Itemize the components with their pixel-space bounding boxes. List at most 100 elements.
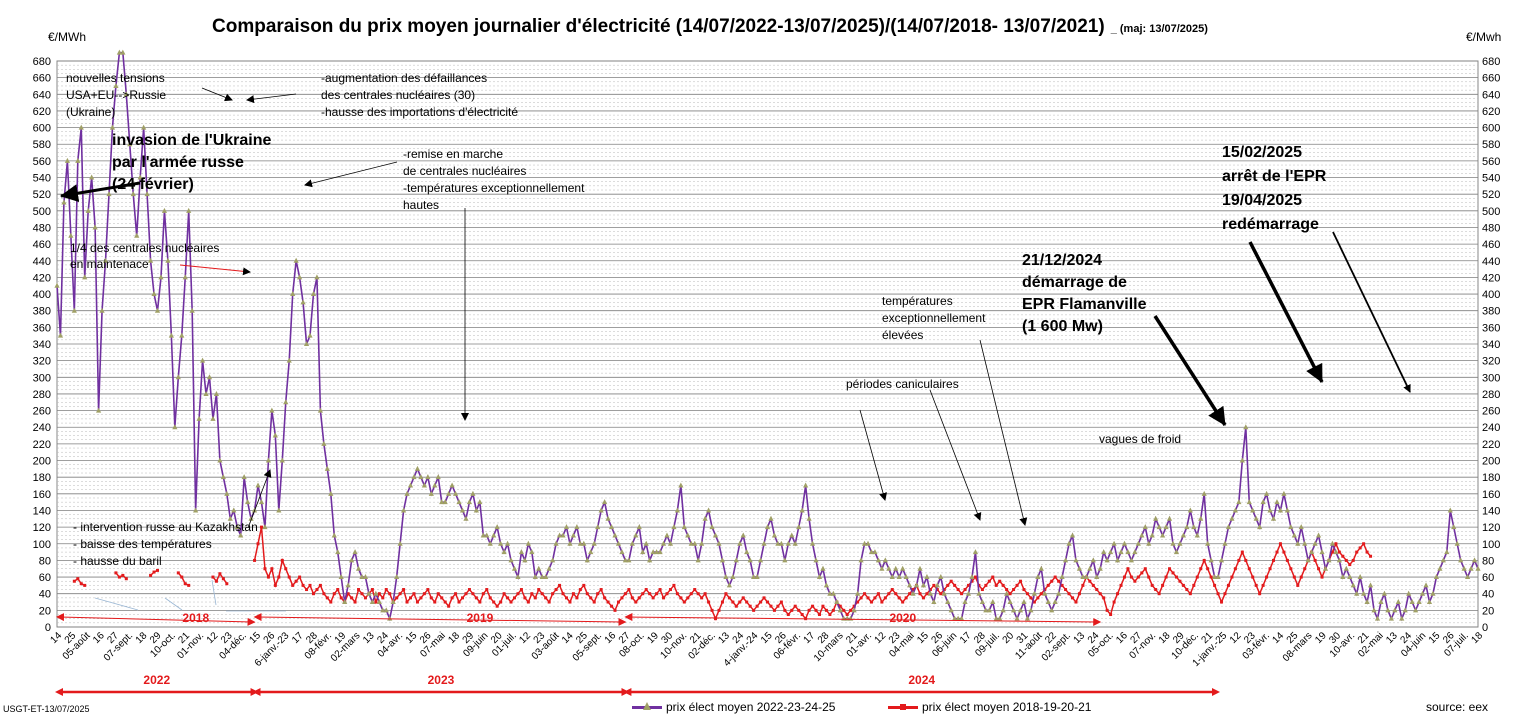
series-old-point: [422, 592, 426, 596]
series-new-point: [550, 557, 556, 563]
series-new-point: [1284, 507, 1290, 513]
y-tick-label-right: 120: [1482, 522, 1500, 534]
series-new-point: [276, 507, 282, 513]
series-old-point: [651, 596, 655, 600]
series-old-point: [149, 573, 153, 577]
series-old-point: [519, 588, 523, 592]
series-old-point: [72, 579, 76, 583]
series-new-point: [924, 574, 930, 580]
series-old-point: [1091, 583, 1095, 587]
series-new-point: [511, 565, 518, 571]
y-tick-label-right: 80: [1482, 555, 1494, 567]
annotation-line: -températures exceptionnellement: [403, 181, 585, 195]
y-tick-label-left: 340: [33, 339, 51, 351]
series-new-point: [685, 532, 691, 538]
series-new-point: [390, 599, 396, 605]
series-new-point: [286, 357, 292, 363]
series-old-point: [551, 592, 555, 596]
series-old-point: [1195, 575, 1199, 579]
series-old-point: [1365, 550, 1369, 554]
series-new-point: [75, 157, 81, 163]
series-old-point: [336, 588, 340, 592]
series-new-point: [439, 499, 445, 505]
arrow-maintenance: [179, 264, 251, 276]
series-old-point: [183, 582, 187, 586]
series-old-point: [603, 596, 607, 600]
y-tick-label-right: 340: [1482, 339, 1500, 351]
series-new-point: [1367, 582, 1374, 588]
y-tick-label-right: 180: [1482, 472, 1500, 484]
series-new-point: [657, 549, 663, 555]
y-axis-unit-right: €/Mwh: [1466, 30, 1502, 44]
series-old-point: [1358, 546, 1362, 550]
series-old-point: [745, 600, 749, 604]
series-new-point: [1343, 565, 1349, 571]
series-new-point: [1087, 565, 1093, 571]
chart-title-main: Comparaison du prix moyen journalier d'é…: [212, 16, 1105, 37]
series-old-point: [381, 596, 385, 600]
y-tick-label-left: 500: [33, 206, 51, 218]
series-new-point: [161, 207, 168, 213]
series-new-point: [889, 574, 895, 580]
series-new-point: [1263, 490, 1270, 496]
arrow-caniculaires-1: [859, 409, 887, 501]
series-old-point: [1247, 567, 1251, 571]
legend-swatch-old: [888, 703, 918, 710]
series-new-point: [348, 557, 355, 563]
series-old-point: [471, 592, 475, 596]
annotation-line: (24 février): [112, 176, 194, 193]
series-new-point: [1218, 557, 1225, 563]
series-new-point: [896, 574, 902, 580]
series-new-point: [1406, 590, 1412, 596]
y-tick-label-right: 220: [1482, 439, 1500, 451]
series-new-point: [303, 341, 310, 346]
year-bracket-bottom-label: 2023: [428, 673, 455, 687]
series-old-point: [152, 570, 156, 574]
series-old-point: [1254, 583, 1258, 587]
series-old-point: [797, 608, 801, 612]
series-old-point: [540, 592, 544, 596]
legend-swatch-new: [632, 701, 662, 710]
series-new-point: [1461, 565, 1467, 571]
series-old-point: [1109, 613, 1113, 617]
series-old-point: [523, 596, 527, 600]
series-new-point: [158, 274, 164, 280]
series-old-point: [547, 600, 551, 604]
series-new-point: [425, 474, 431, 480]
series-old-point: [845, 613, 849, 617]
year-bracket-bottom-label: 2024: [908, 673, 935, 687]
series-old-point: [526, 600, 530, 604]
series-old-point: [1019, 579, 1023, 583]
series-new-point: [1395, 599, 1401, 605]
series-new-point: [595, 524, 601, 530]
arrow-tensions: [201, 87, 233, 102]
footer-reference: USGT-ET-13/07/2025: [3, 704, 90, 714]
series-new-point: [1177, 540, 1183, 546]
series-old-point: [419, 596, 423, 600]
y-axis-unit-left: €/MWh: [48, 30, 87, 44]
series-new-point: [480, 532, 486, 538]
y-tick-label-left: 480: [33, 222, 51, 234]
series-old-point: [322, 592, 326, 596]
series-old-point: [741, 596, 745, 600]
ann-kazakhstan: - intervention russe au Kazakhstan - bais…: [73, 520, 258, 568]
series-old-point: [769, 604, 773, 608]
series-old-point: [1147, 575, 1151, 579]
series-new-point: [466, 499, 473, 505]
series-new-point: [366, 590, 372, 596]
y-tick-label-right: 380: [1482, 306, 1500, 318]
series-old-point: [405, 600, 409, 604]
series-new-point: [1419, 590, 1426, 596]
series-new-point: [432, 482, 438, 488]
series-old-point: [731, 600, 735, 604]
series-new-point: [494, 524, 500, 530]
series-old-point: [436, 592, 440, 596]
series-old-point: [1317, 567, 1321, 571]
year-bracket-top-line: [56, 613, 256, 626]
annotation-line: (1 600 Mw): [1022, 318, 1103, 335]
series-new-point: [498, 540, 504, 546]
series-old-point: [1070, 596, 1074, 600]
series-new-point: [1274, 499, 1280, 505]
series-old-point: [499, 600, 503, 604]
series-old-point: [318, 583, 322, 587]
